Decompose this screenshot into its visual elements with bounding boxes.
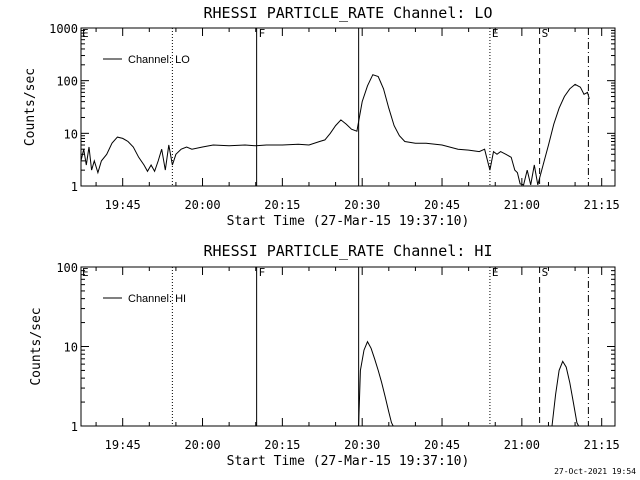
panel-hi: RHESSI PARTICLE_RATE Channel: HI 19:45 20:… [29, 242, 620, 469]
y-tick-label: 1000 [49, 22, 78, 36]
x-tick-label: 21:00 [504, 438, 540, 452]
x-tick-label: 20:15 [264, 438, 300, 452]
event-marker-label: E [82, 266, 89, 279]
y-tick-label: 10 [64, 341, 78, 355]
event-marker-label: S [542, 27, 549, 40]
series-line [358, 340, 394, 427]
series-line [551, 360, 580, 427]
x-tick-label: 19:45 [105, 198, 141, 212]
legend-label: Channel: LO [128, 54, 190, 66]
event-marker-label: E [492, 266, 499, 279]
x-axis-label: Start Time (27-Mar-15 19:37:10) [227, 214, 470, 229]
x-tick-label: 21:00 [504, 198, 540, 212]
event-marker-label: F [259, 266, 266, 279]
plot-frame [80, 27, 616, 187]
plot-frame [80, 266, 616, 427]
x-tick-label: 20:45 [424, 198, 460, 212]
chart-title: RHESSI PARTICLE_RATE Channel: LO [204, 4, 493, 22]
event-marker-label: F [259, 27, 266, 40]
x-tick-label: 20:30 [344, 198, 380, 212]
x-tick-label: 20:00 [184, 438, 220, 452]
chart-title: RHESSI PARTICLE_RATE Channel: HI [204, 242, 493, 260]
footer-stamp: 27-Oct-2021 19:54 [554, 467, 636, 476]
y-tick-label: 100 [56, 261, 78, 275]
y-axis-label: Counts/sec [23, 68, 38, 146]
y-tick-label: 1 [71, 180, 78, 194]
panel-lo: RHESSI PARTICLE_RATE Channel: LO 19:45 20:… [23, 4, 620, 229]
x-tick-label: 20:45 [424, 438, 460, 452]
x-axis-label: Start Time (27-Mar-15 19:37:10) [227, 454, 470, 469]
x-tick-label: 21:15 [584, 438, 620, 452]
y-axis-label: Counts/sec [29, 307, 44, 385]
event-marker-label: E [492, 27, 499, 40]
event-marker-label: E [82, 27, 89, 40]
y-tick-label: 100 [56, 75, 78, 89]
event-marker-label: S [542, 266, 549, 279]
series-line [80, 74, 590, 186]
y-tick-label: 1 [71, 420, 78, 434]
x-tick-label: 20:00 [184, 198, 220, 212]
x-tick-label: 20:15 [264, 198, 300, 212]
x-tick-label: 21:15 [584, 198, 620, 212]
x-tick-label: 20:30 [344, 438, 380, 452]
legend-label: Channel: HI [128, 293, 186, 305]
x-tick-label: 19:45 [105, 438, 141, 452]
y-tick-label: 10 [64, 127, 78, 141]
